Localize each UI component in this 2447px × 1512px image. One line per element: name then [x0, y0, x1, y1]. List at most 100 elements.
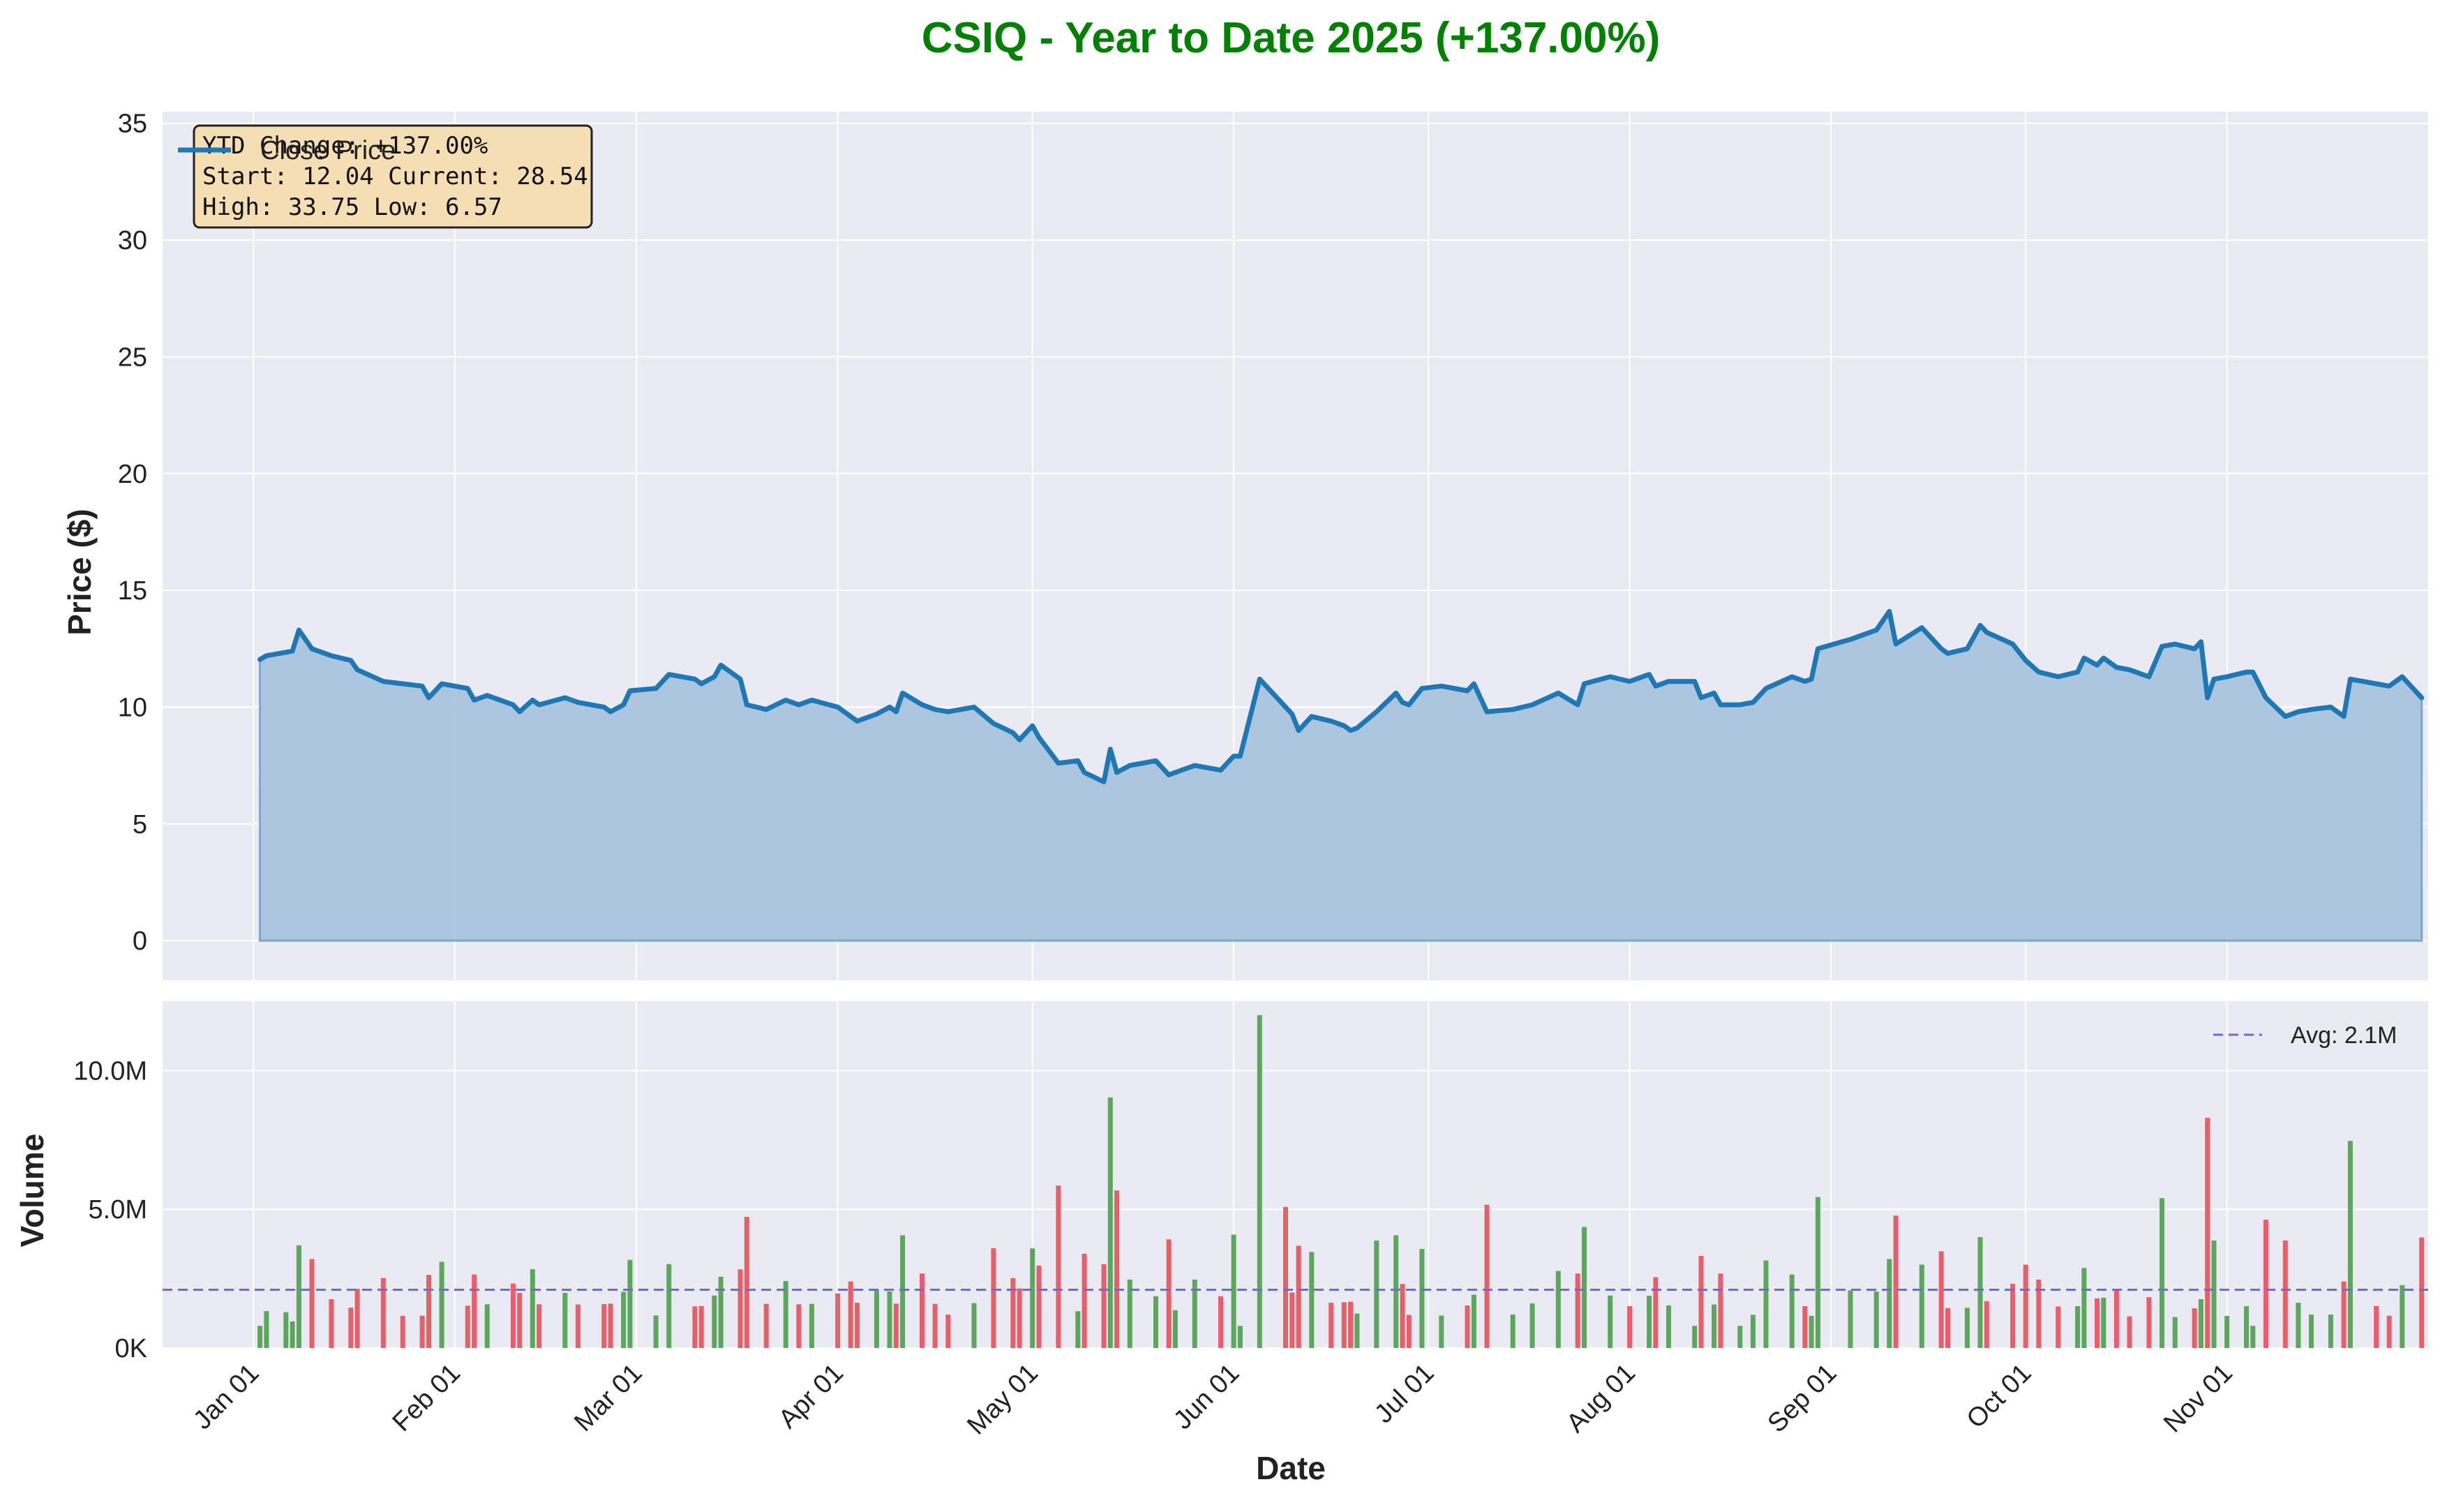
volume-bar [692, 1306, 698, 1348]
volume-bar [874, 1290, 879, 1348]
volume-bar [2095, 1298, 2100, 1348]
volume-bar [991, 1248, 996, 1348]
volume-bar [1653, 1277, 1659, 1348]
volume-bar [562, 1293, 568, 1348]
price-panel: 0 5 10 15 20 25 30 35 YTD Change: +137.00% Start:… [118, 110, 2428, 980]
volume-bar [354, 1289, 360, 1348]
volume-bar [1873, 1291, 1879, 1348]
volume-bar [1036, 1265, 1042, 1348]
volume-bar [400, 1315, 405, 1348]
price-y-tick-label: 15 [118, 576, 147, 606]
volume-y-tick-label: 0K [115, 1334, 147, 1363]
volume-bar [1127, 1279, 1132, 1348]
volume-bar [439, 1262, 444, 1348]
volume-bar [1698, 1255, 1704, 1348]
volume-bar [1283, 1206, 1288, 1348]
volume-bar [264, 1311, 269, 1348]
volume-bar [1763, 1260, 1769, 1348]
volume-bar [920, 1273, 925, 1348]
volume-bar [738, 1269, 743, 1348]
volume-bar [348, 1308, 354, 1348]
volume-bar [465, 1305, 470, 1348]
volume-bar [796, 1304, 802, 1348]
volume-bar [1919, 1264, 1924, 1348]
stats-box-line: YTD Change: +137.00% [202, 132, 488, 160]
volume-bar [530, 1269, 535, 1348]
stats-box-line: High: 33.75 Low: 6.57 [202, 193, 502, 221]
volume-bar [712, 1295, 717, 1348]
volume-bar [1627, 1306, 1633, 1348]
volume-bar [1718, 1273, 1723, 1348]
volume-plot-area [163, 1001, 2428, 1348]
volume-bar [2244, 1306, 2249, 1348]
volume-bar [2341, 1281, 2347, 1348]
volume-bar [290, 1321, 295, 1348]
price-axis-label: Price ($) [61, 509, 98, 636]
volume-bar [2056, 1306, 2061, 1348]
volume-bar [537, 1304, 542, 1348]
volume-bar [1809, 1315, 1814, 1348]
volume-bar [1101, 1264, 1107, 1348]
volume-bar [2374, 1305, 2379, 1348]
x-tick-label: Apr 01 [773, 1358, 849, 1435]
volume-bar [1257, 1015, 1262, 1348]
volume-bar [627, 1259, 633, 1348]
volume-bar [283, 1312, 289, 1348]
x-tick-label: Jan 01 [188, 1358, 264, 1435]
volume-bar [1984, 1301, 1989, 1348]
volume-bar [666, 1264, 672, 1348]
x-tick-label: Mar 01 [569, 1358, 648, 1437]
volume-bar [2023, 1264, 2028, 1348]
volume-bar [1893, 1215, 1899, 1348]
volume-bar [1231, 1234, 1236, 1348]
volume-bar [2198, 1299, 2203, 1348]
volume-bar [257, 1326, 263, 1348]
x-tick-label: Aug 01 [1561, 1358, 1641, 1439]
x-tick-label: Feb 01 [387, 1358, 466, 1437]
volume-bar [1348, 1301, 1354, 1348]
volume-bar [887, 1292, 892, 1348]
volume-bar [1289, 1292, 1295, 1348]
volume-bar [1789, 1274, 1795, 1348]
volume-bar [1218, 1296, 1223, 1348]
volume-bar [653, 1315, 659, 1348]
legend-label-close-price: Close Price [260, 136, 396, 165]
volume-bar [1237, 1326, 1243, 1348]
price-y-tick-label: 0 [133, 927, 147, 956]
volume-bar [608, 1303, 613, 1348]
volume-bar [945, 1315, 951, 1348]
volume-bar [380, 1278, 386, 1348]
volume-bar [835, 1293, 841, 1348]
volume-bar [2386, 1315, 2392, 1348]
volume-bar [1692, 1326, 1698, 1348]
volume-bar [1555, 1271, 1561, 1348]
x-tick-label: May 01 [961, 1358, 1044, 1441]
volume-bar [1666, 1305, 1671, 1348]
volume-bar [2296, 1303, 2301, 1348]
volume-bar [2224, 1316, 2230, 1348]
volume-bar [1737, 1326, 1743, 1348]
volume-bar [510, 1283, 516, 1348]
volume-bar [1393, 1235, 1399, 1348]
volume-y-tick-label: 5.0M [89, 1195, 147, 1225]
volume-bar [296, 1245, 301, 1348]
volume-bar [1329, 1303, 1334, 1348]
volume-bar [1107, 1097, 1113, 1348]
volume-bar [484, 1304, 490, 1348]
x-tick-label: Jun 01 [1168, 1358, 1245, 1435]
volume-bar [1575, 1273, 1580, 1348]
volume-bar [1419, 1249, 1425, 1348]
volume-bar [1964, 1308, 1970, 1348]
volume-bar [1309, 1252, 1315, 1348]
x-tick-label: Nov 01 [2158, 1358, 2238, 1439]
volume-bar [1056, 1185, 1061, 1348]
volume-bar [1075, 1311, 1081, 1348]
stats-box [193, 124, 593, 229]
volume-bar [1802, 1306, 1808, 1348]
volume-bar [1465, 1305, 1470, 1348]
volume-bar [1082, 1253, 1087, 1348]
price-y-tick-label: 25 [118, 343, 147, 372]
volume-bar [1153, 1296, 1158, 1348]
volume-bar [900, 1235, 906, 1348]
volume-bar [1977, 1237, 1983, 1348]
